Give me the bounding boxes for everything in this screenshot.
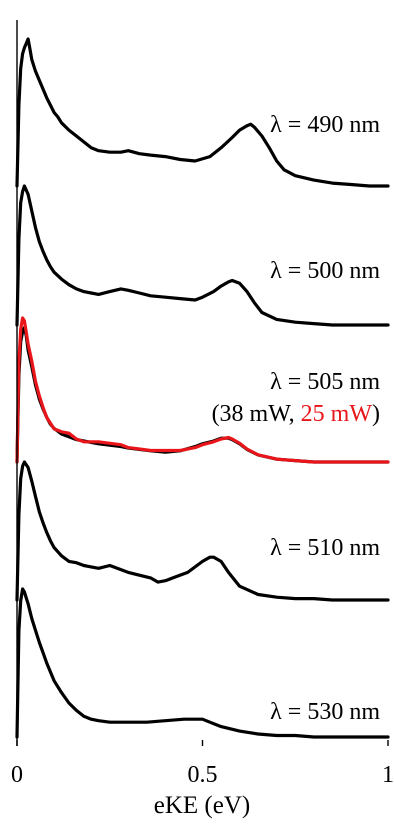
series-label: λ = 500 nm	[270, 258, 380, 284]
series-label: λ = 510 nm	[270, 535, 380, 561]
plot-area	[15, 20, 390, 746]
series-label-part: λ = 505 nm	[270, 369, 380, 395]
series-label: (38 mW, 25 mW)	[212, 401, 380, 427]
x-tick-label: 1	[382, 762, 394, 788]
x-axis-label: eKE (eV)	[154, 792, 250, 819]
series-label-part: λ = 530 nm	[270, 699, 380, 725]
x-tick-label: 0.5	[188, 762, 218, 788]
series-label-part: λ = 500 nm	[270, 258, 380, 284]
trace-510nm	[15, 460, 390, 602]
trace-490nm	[15, 37, 390, 188]
series-label-part: λ = 510 nm	[270, 535, 380, 561]
series-label-part: 25 mW	[301, 401, 373, 427]
series-label-part: λ = 490 nm	[270, 112, 380, 138]
series-label: λ = 490 nm	[270, 112, 380, 138]
series-labels: λ = 490 nm λ = 500 nm λ = 505 nm (38 mW, 25…	[212, 112, 381, 725]
trace-500nm	[15, 184, 390, 327]
trace-red-25mw	[15, 316, 390, 464]
series-label-part: (38 mW,	[212, 401, 301, 427]
series-label: λ = 505 nm	[270, 369, 380, 395]
x-tick-label: 0	[11, 762, 23, 788]
x-axis: 0 0.5 1	[11, 740, 394, 788]
series-label: λ = 530 nm	[270, 699, 380, 725]
trace-530nm	[15, 587, 390, 739]
series-label-part: )	[372, 401, 380, 427]
